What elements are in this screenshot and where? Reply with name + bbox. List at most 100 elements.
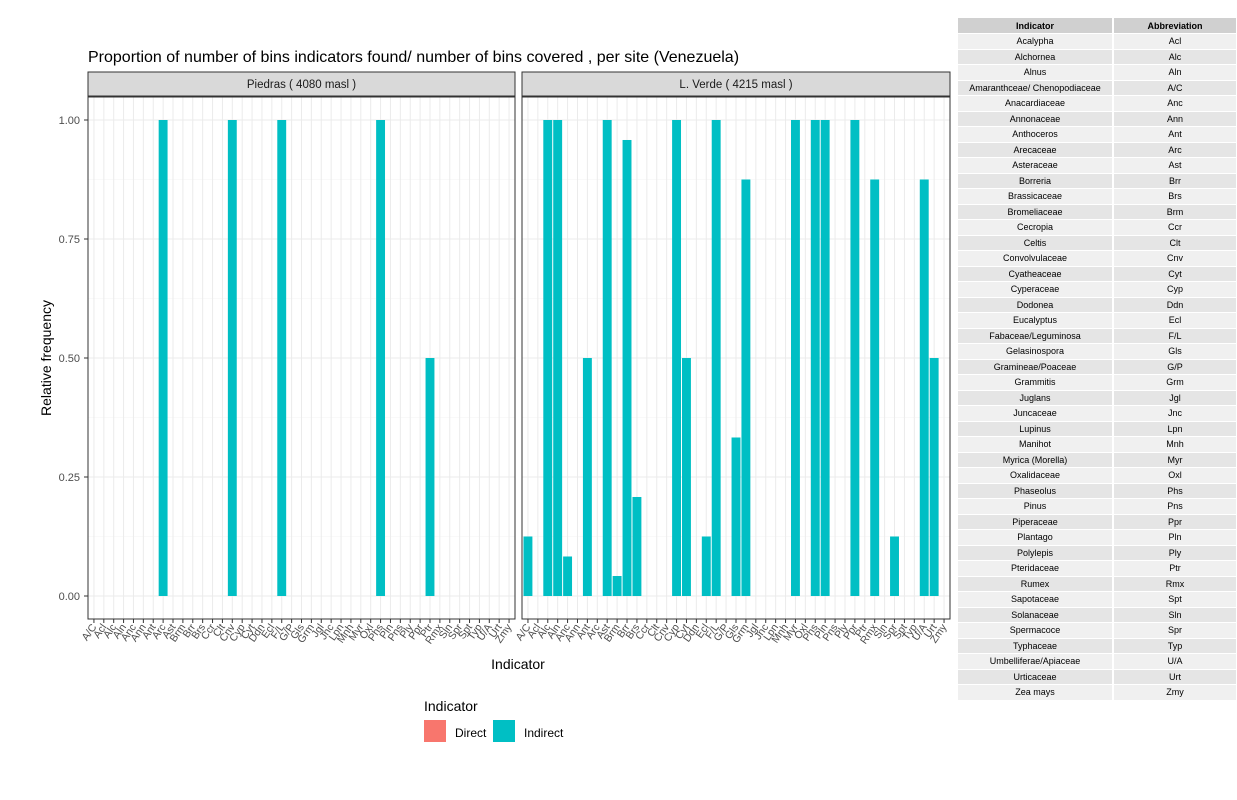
table-cell-indicator: Alchornea	[958, 49, 1114, 65]
table-cell-abbreviation: Ppr	[1113, 514, 1237, 530]
table-cell-abbreviation: Pln	[1113, 529, 1237, 546]
table-cell-abbreviation: Jgl	[1113, 390, 1237, 406]
x-axis-title: Indicator	[491, 656, 545, 672]
table-cell-indicator: Urticaceae	[958, 669, 1114, 685]
table-row: Cyatheaceae Cyt	[958, 266, 1237, 282]
table-cell-abbreviation: Sln	[1113, 607, 1237, 623]
y-tick-label: 0.25	[59, 472, 80, 484]
bar-alc	[543, 120, 553, 596]
table-row: Annonaceae Ann	[958, 111, 1237, 127]
table-row: Asteraceae Ast	[958, 157, 1237, 174]
bar-a-c	[523, 536, 533, 596]
table-cell-indicator: Amaranthceae/ Chenopodiaceae	[958, 80, 1114, 96]
table-cell-abbreviation: Brr	[1113, 173, 1237, 189]
table-row: Acalypha Acl	[958, 33, 1237, 50]
table-cell-indicator: Convolvulaceae	[958, 250, 1114, 267]
bar-gls	[731, 437, 741, 596]
table-row: Dodonea Ddn	[958, 297, 1237, 313]
table-cell-indicator: Plantago	[958, 529, 1114, 546]
bar-grm	[741, 179, 751, 596]
bar-arc	[158, 120, 168, 596]
table-row: Typhaceae Typ	[958, 638, 1237, 654]
table-cell-indicator: Manihot	[958, 436, 1114, 453]
table-cell-indicator: Polylepis	[958, 545, 1114, 561]
table-row: Cyperaceae Cyp	[958, 281, 1237, 298]
table-cell-abbreviation: Ast	[1113, 157, 1237, 174]
bar-rmx	[870, 179, 880, 596]
table-cell-indicator: Borreria	[958, 173, 1114, 189]
table-cell-indicator: Juglans	[958, 390, 1114, 406]
table-row: Lupinus Lpn	[958, 421, 1237, 437]
table-cell-abbreviation: A/C	[1113, 80, 1237, 96]
faceted-bar-chart: Proportion of number of bins indicators …	[38, 49, 951, 742]
table-cell-abbreviation: Cyt	[1113, 266, 1237, 282]
table-cell-indicator: Oxalidaceae	[958, 467, 1114, 484]
table-header-row: Indicator Abbreviation	[958, 18, 1237, 34]
y-tick-label: 0.75	[59, 234, 80, 246]
panel-1: Piedras ( 4080 masl )A/CAclAlcAlnAncAnnA…	[80, 71, 516, 646]
table-row: Rumex Rmx	[958, 576, 1237, 592]
table-cell-abbreviation: Urt	[1113, 669, 1237, 685]
bar-spr	[890, 536, 899, 596]
table-row: Umbelliferae/Apiaceae U/A	[958, 653, 1237, 670]
table-cell-abbreviation: Spr	[1113, 622, 1237, 639]
legend-key-indirect	[493, 720, 515, 742]
table-row: Myrica (Morella) Myr	[958, 452, 1237, 468]
table-row: Oxalidaceae Oxl	[958, 467, 1237, 484]
table-cell-abbreviation: Anc	[1113, 95, 1237, 112]
bar-urt	[929, 358, 939, 596]
table-cell-abbreviation: Grm	[1113, 374, 1237, 391]
table-row: Fabaceae/Leguminosa F/L	[958, 328, 1237, 344]
table-cell-indicator: Anacardiaceae	[958, 95, 1114, 112]
table-row: Cecropia Ccr	[958, 219, 1237, 236]
table-cell-indicator: Alnus	[958, 64, 1114, 81]
table-cell-indicator: Gramineae/Poaceae	[958, 359, 1114, 375]
table-cell-abbreviation: Ccr	[1113, 219, 1237, 236]
bar-ecl	[701, 536, 711, 596]
table-cell-abbreviation: Ecl	[1113, 312, 1237, 329]
table-row: Eucalyptus Ecl	[958, 312, 1237, 329]
bar-f-l	[711, 120, 721, 596]
table-cell-abbreviation: Myr	[1113, 452, 1237, 468]
table-cell-indicator: Bromeliaceae	[958, 204, 1114, 220]
bar-ptr	[425, 358, 435, 596]
table-cell-indicator: Solanaceae	[958, 607, 1114, 623]
panels: Piedras ( 4080 masl )A/CAclAlcAlnAncAnnA…	[80, 71, 951, 646]
table-cell-indicator: Pteridaceae	[958, 560, 1114, 577]
table-row: Convolvulaceae Cnv	[958, 250, 1237, 267]
table-cell-abbreviation: Lpn	[1113, 421, 1237, 437]
table-row: Phaseolus Phs	[958, 483, 1237, 499]
table-cell-indicator: Lupinus	[958, 421, 1114, 437]
bar-aln	[553, 120, 563, 596]
table-row: Plantago Pln	[958, 529, 1237, 546]
table-row: Manihot Mnh	[958, 436, 1237, 453]
table-cell-abbreviation: Jnc	[1113, 405, 1237, 422]
table-cell-indicator: Dodonea	[958, 297, 1114, 313]
table-cell-indicator: Pinus	[958, 498, 1114, 515]
table-cell-indicator: Cyperaceae	[958, 281, 1114, 298]
table-row: Sapotaceae Spt	[958, 591, 1237, 608]
table-cell-indicator: Phaseolus	[958, 483, 1114, 499]
y-tick-label: 0.50	[59, 353, 80, 365]
bar-brm	[612, 576, 622, 596]
table-cell-indicator: Eucalyptus	[958, 312, 1114, 329]
table-cell-indicator: Brassicaceae	[958, 188, 1114, 205]
table-cell-indicator: Arecaceae	[958, 142, 1114, 158]
bar-ast	[602, 120, 612, 596]
table-row: Piperaceae Ppr	[958, 514, 1237, 530]
table-cell-abbreviation: Ann	[1113, 111, 1237, 127]
bar-pln	[820, 120, 830, 596]
table-cell-abbreviation: Ant	[1113, 126, 1237, 143]
table-row: Juncaceae Jnc	[958, 405, 1237, 422]
table-row: Pinus Pns	[958, 498, 1237, 515]
table-cell-indicator: Sapotaceae	[958, 591, 1114, 608]
table-header-abbreviation: Abbreviation	[1113, 18, 1237, 34]
table-cell-abbreviation: Zmy	[1113, 684, 1237, 701]
table-row: Urticaceae Urt	[958, 669, 1237, 685]
table-cell-indicator: Asteraceae	[958, 157, 1114, 174]
bar-phs	[810, 120, 820, 596]
table-cell-abbreviation: Brm	[1113, 204, 1237, 220]
table-row: Amaranthceae/ Chenopodiaceae A/C	[958, 80, 1237, 96]
table-cell-indicator: Annonaceae	[958, 111, 1114, 127]
table-cell-abbreviation: Rmx	[1113, 576, 1237, 592]
